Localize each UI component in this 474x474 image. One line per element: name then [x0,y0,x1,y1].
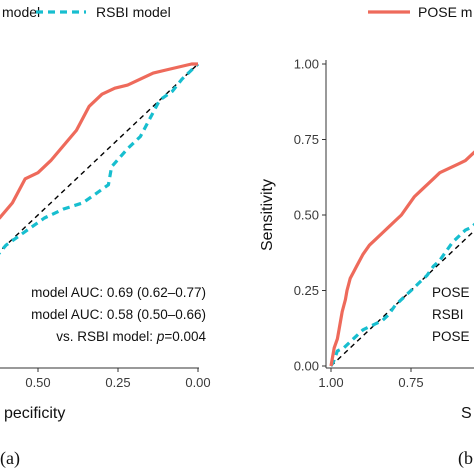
annotation-part: RSBI [432,307,464,322]
annotation-part: POSE [432,285,470,300]
annotation-part: =0.004 [164,329,206,344]
annotation-line: vs. RSBI model: p=0.004 [56,329,206,344]
annotation-part: model AUC: 0.58 (0.50–0.66) [31,307,206,322]
y-tick-label: 0.50 [294,208,319,223]
series-group [329,150,474,367]
annotation-line: model AUC: 0.69 (0.62–0.77) [31,285,206,300]
y-tick-label: 0.00 [294,359,319,374]
series-line-rsbi [329,222,474,367]
series-line-chance [330,230,474,367]
y-axis-title: Sensitivity [259,179,276,251]
annotation-part: vs. RSBI model: [56,329,157,344]
annotation-part: POSE [432,329,470,344]
y-tick-label: 1.00 [294,57,319,72]
y-tick-label: 0.25 [294,283,319,298]
series-group [0,62,200,255]
annotation-line: RSBI [432,307,464,322]
annotation-line: POSE [432,329,470,344]
annotation-line: model AUC: 0.58 (0.50–0.66) [31,307,206,322]
panel-label: (a) [0,448,20,469]
panel-b: 0.00 0.25 0.50 0.75 1.00 1.00 0.75 S Sensitivity… [259,4,474,469]
series-line-pose [0,62,198,220]
annotation-part: p [156,329,165,344]
x-tick-label: 0.75 [398,375,423,390]
series-line-rsbi [0,62,200,255]
x-axis-title: pecificity [4,405,65,422]
annotation-part: model AUC: 0.69 (0.62–0.77) [31,285,206,300]
series-line-chance [0,63,199,252]
series-line-pose [329,150,474,367]
x-tick-label: 0.00 [185,375,210,390]
x-tick-label: 0.25 [105,375,130,390]
panel-a: 0.50 0.25 0.00 pecificity model RSBI model mod… [0,4,211,469]
legend-label-pose: model [2,4,40,20]
x-tick-label: 1.00 [318,375,343,390]
x-tick-label: 0.50 [25,375,50,390]
legend-label-rsbi: RSBI model [96,4,171,20]
x-axis-title: S [461,405,472,422]
legend-label-pose: POSE m [418,4,472,20]
annotation-line: POSE [432,285,470,300]
y-tick-label: 0.75 [294,132,319,147]
panel-label: (b [458,448,473,469]
